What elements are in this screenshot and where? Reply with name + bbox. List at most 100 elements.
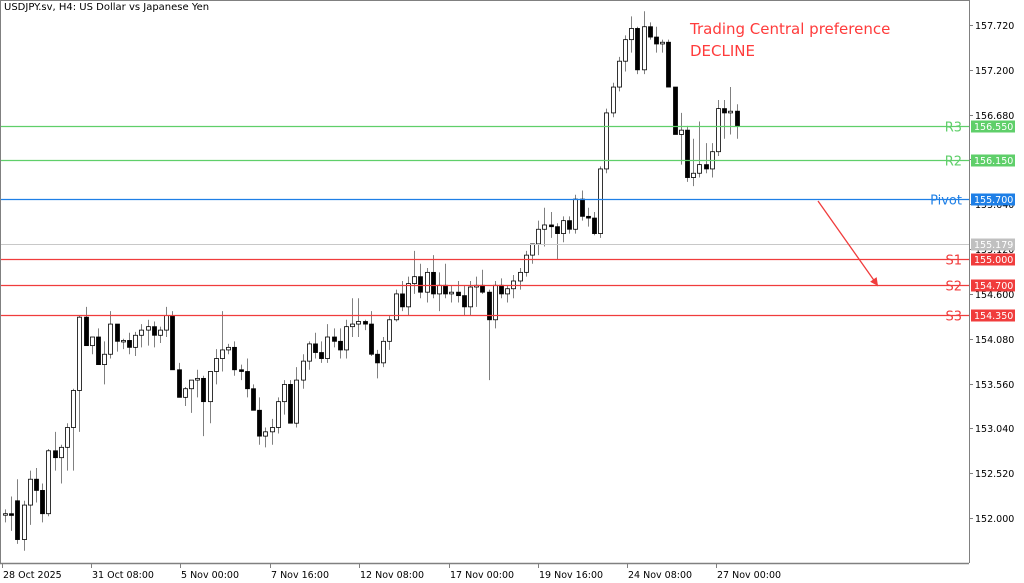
time-tick-label: 19 Nov 16:00 [539, 570, 603, 581]
candle [133, 331, 138, 356]
candlestick-series [3, 11, 740, 551]
candle [474, 276, 479, 307]
price-tick-label: 157.200 [975, 66, 1014, 77]
time-tick-label: 27 Nov 00:00 [717, 570, 781, 581]
candle [375, 349, 380, 379]
candle [344, 319, 349, 359]
level-label-r3: R3 [945, 121, 962, 136]
candle [313, 332, 318, 359]
chart-title: USDJPY.sv, H4: US Dollar vs Japanese Yen [4, 2, 210, 13]
candle [629, 16, 634, 53]
candle [685, 125, 690, 182]
candle [722, 99, 727, 139]
candle [288, 380, 293, 424]
price-tick-label: 156.680 [975, 111, 1014, 122]
candle [654, 26, 659, 53]
candle [679, 112, 684, 165]
candle [282, 380, 287, 415]
level-price-tag [971, 279, 1015, 292]
candle [704, 143, 709, 174]
price-tags: 156.550 156.150 155.700 155.000 154.700 154.3… [971, 120, 1015, 322]
candle [9, 496, 14, 531]
candle [511, 274, 516, 299]
candle [232, 341, 237, 376]
candle [592, 212, 597, 236]
candle [555, 223, 560, 260]
candle [611, 82, 616, 118]
candle [728, 87, 733, 135]
candle [245, 358, 250, 398]
price-axis[interactable]: 157.720157.200156.680156.160155.640155.1… [969, 21, 1014, 525]
candle [46, 449, 51, 517]
candle [549, 212, 554, 238]
candle [71, 388, 76, 471]
candle [152, 321, 157, 348]
candle [146, 319, 151, 346]
candle [301, 354, 306, 389]
candle [499, 278, 504, 299]
candle [431, 255, 436, 299]
candle [350, 298, 355, 338]
time-tick-label: 7 Nov 16:00 [271, 570, 329, 581]
candle [443, 263, 448, 299]
time-axis[interactable]: 28 Oct 2025 31 Oct 08:00 5 Nov 00:00 7 Nov … [2, 563, 782, 581]
candle [573, 194, 578, 234]
candle [697, 121, 702, 178]
candle [208, 371, 213, 424]
candle [530, 243, 535, 264]
svg-text:155.000: 155.000 [974, 255, 1013, 266]
candle [332, 328, 337, 348]
level-label-pivot: Pivot [930, 194, 962, 209]
candle [65, 423, 70, 471]
candle [270, 418, 275, 445]
candle [59, 444, 64, 484]
candle [716, 99, 721, 157]
svg-text:154.700: 154.700 [974, 281, 1013, 292]
candle [418, 263, 423, 299]
candle [735, 104, 740, 139]
time-tick-label: 31 Oct 08:00 [92, 570, 154, 581]
candle [164, 306, 169, 338]
time-tick-label: 5 Nov 00:00 [181, 570, 239, 581]
candle [406, 276, 411, 316]
candle [77, 315, 82, 432]
candle [108, 311, 113, 359]
candle [536, 220, 541, 256]
svg-text:155.179: 155.179 [974, 240, 1013, 251]
candle [363, 319, 368, 331]
candle [580, 190, 585, 221]
price-tick-label: 152.520 [975, 469, 1014, 480]
candle [251, 384, 256, 411]
candle [34, 468, 39, 503]
pivot-levels: R3 R2 Pivot S1 S2 S3 [0, 121, 969, 325]
preference-value: DECLINE [690, 42, 755, 60]
candle [139, 324, 144, 348]
candle [437, 272, 442, 312]
level-price-tag [971, 193, 1015, 206]
level-price-tag [971, 253, 1015, 266]
candle [468, 280, 473, 316]
candle [369, 311, 374, 356]
candle [294, 367, 299, 428]
candle [338, 328, 343, 359]
candle [307, 341, 312, 370]
candle [542, 207, 547, 247]
candle [325, 324, 330, 363]
candle [177, 362, 182, 398]
candle [381, 337, 386, 368]
candle [691, 138, 696, 187]
level-label-s2: S2 [945, 280, 962, 295]
price-tick-label: 154.600 [975, 290, 1014, 301]
candle [189, 379, 194, 413]
candle [115, 323, 120, 352]
candle [660, 39, 665, 53]
level-price-tag [971, 120, 1015, 133]
candle [387, 315, 392, 350]
svg-text:154.350: 154.350 [974, 311, 1013, 322]
candle [586, 207, 591, 227]
level-label-s1: S1 [945, 254, 962, 269]
candle [623, 35, 628, 72]
candle [276, 397, 281, 434]
candle [102, 341, 107, 385]
